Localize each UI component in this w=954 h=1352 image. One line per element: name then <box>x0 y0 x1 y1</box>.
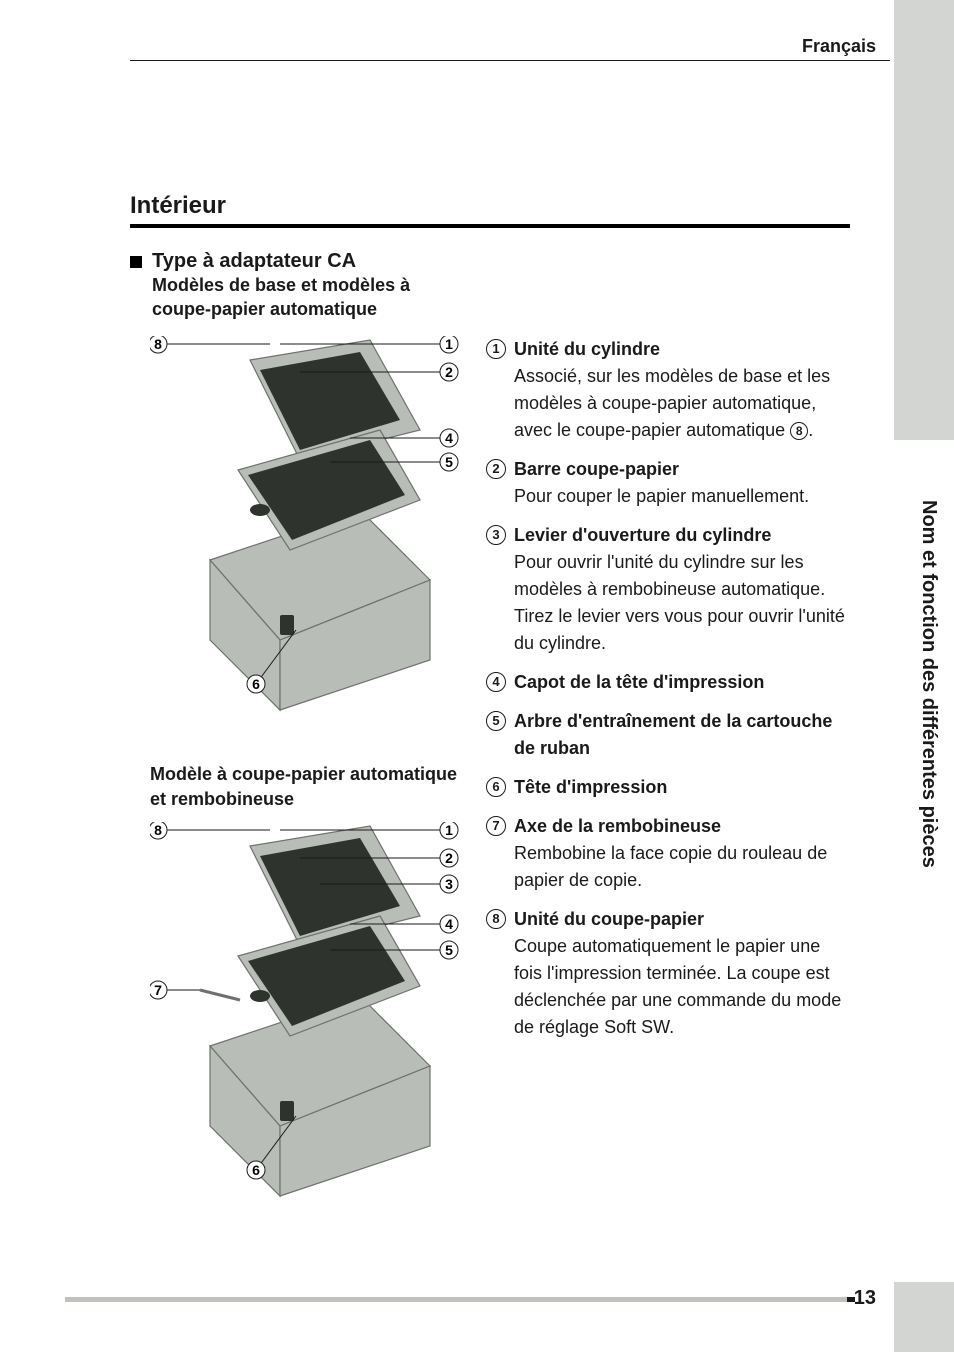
description-item: 8 Unité du coupe-papierCoupe automatiquem… <box>486 906 850 1041</box>
callout-number: 6 <box>252 1162 260 1178</box>
description-item: 5 Arbre d'entraînement de la cartouche de… <box>486 708 850 762</box>
callout-number: 6 <box>252 676 260 692</box>
description-item: 7 Axe de la rembobineuseRembobine la face… <box>486 813 850 894</box>
callout-number: 2 <box>445 850 453 866</box>
subhead-title: Type à adaptateur CA <box>152 250 356 273</box>
callout-number: 4 <box>445 916 453 932</box>
printer-illustration-1 <box>210 340 430 710</box>
subhead-block: Type à adaptateur CA Modèles de base et … <box>130 250 460 322</box>
description-body: Tête d'impression <box>514 774 850 801</box>
callout-number: 4 <box>445 430 453 446</box>
item-number-badge: 6 <box>486 777 506 797</box>
figure-1: 8 1 2 4 5 6 <box>150 336 470 716</box>
description-text: Associé, sur les modèles de base et les … <box>514 363 850 444</box>
description-text: Coupe automatiquement le papier une fois… <box>514 933 850 1041</box>
callout-number: 1 <box>445 336 453 352</box>
description-item: 6 Tête d'impression <box>486 774 850 801</box>
item-number-badge: 3 <box>486 525 506 545</box>
description-body: Capot de la tête d'impression <box>514 669 850 696</box>
description-text: Pour couper le papier manuellement. <box>514 483 850 510</box>
description-title: Capot de la tête d'impression <box>514 669 850 696</box>
item-number-badge: 2 <box>486 459 506 479</box>
callout-number: 8 <box>154 822 162 838</box>
description-item: 1 Unité du cylindreAssocié, sur les modèl… <box>486 336 850 444</box>
description-body: Unité du cylindreAssocié, sur les modèle… <box>514 336 850 444</box>
description-title: Axe de la rembobineuse <box>514 813 850 840</box>
inline-number-badge: 8 <box>790 422 808 440</box>
description-body: Arbre d'entraînement de la cartouche de … <box>514 708 850 762</box>
language-label: Français <box>802 36 876 57</box>
figure-2: 8 1 2 3 4 5 7 6 <box>150 822 470 1202</box>
footer-bar <box>65 1297 851 1302</box>
description-body: Axe de la rembobineuseRembobine la face … <box>514 813 850 894</box>
subhead-subtitle: Modèles de base et modèles à coupe-papie… <box>152 273 460 322</box>
description-item: 2 Barre coupe-papierPour couper le papier… <box>486 456 850 510</box>
callout-number: 8 <box>154 336 162 352</box>
description-item: 4 Capot de la tête d'impression <box>486 669 850 696</box>
description-body: Barre coupe-papierPour couper le papier … <box>514 456 850 510</box>
description-title: Unité du cylindre <box>514 336 850 363</box>
description-title: Unité du coupe-papier <box>514 906 850 933</box>
description-column: 1 Unité du cylindreAssocié, sur les modèl… <box>486 336 850 1053</box>
top-rule <box>130 60 890 61</box>
gutter-gray-top <box>894 0 954 440</box>
description-body: Levier d'ouverture du cylindrePour ouvri… <box>514 522 850 657</box>
section-rule <box>130 224 850 228</box>
gutter-gray-bottom <box>894 1282 954 1352</box>
figure-2-caption: Modèle à coupe-papier automatique et rem… <box>150 762 470 812</box>
description-title: Tête d'impression <box>514 774 850 801</box>
description-item: 3 Levier d'ouverture du cylindrePour ouvr… <box>486 522 850 657</box>
callout-number: 3 <box>445 876 453 892</box>
printer-illustration-2 <box>200 826 430 1196</box>
description-body: Unité du coupe-papierCoupe automatiqueme… <box>514 906 850 1041</box>
item-number-badge: 1 <box>486 339 506 359</box>
callout-number: 7 <box>154 982 162 998</box>
callout-number: 2 <box>445 364 453 380</box>
description-text: Rembobine la face copie du rouleau de pa… <box>514 840 850 894</box>
description-title: Arbre d'entraînement de la cartouche de … <box>514 708 850 762</box>
callout-number: 5 <box>445 454 453 470</box>
page: Français Nom et fonction des différentes… <box>0 0 954 1352</box>
square-bullet-icon <box>130 256 142 268</box>
item-number-badge: 4 <box>486 672 506 692</box>
description-title: Levier d'ouverture du cylindre <box>514 522 850 549</box>
section-title: Intérieur <box>130 192 226 220</box>
callout-number: 5 <box>445 942 453 958</box>
page-number: 13 <box>854 1287 876 1310</box>
item-number-badge: 7 <box>486 816 506 836</box>
description-title: Barre coupe-papier <box>514 456 850 483</box>
side-tab-label: Nom et fonction des différentes pièces <box>917 500 940 868</box>
item-number-badge: 5 <box>486 711 506 731</box>
callout-number: 1 <box>445 822 453 838</box>
item-number-badge: 8 <box>486 909 506 929</box>
description-text: Pour ouvrir l'unité du cylindre sur les … <box>514 549 850 657</box>
